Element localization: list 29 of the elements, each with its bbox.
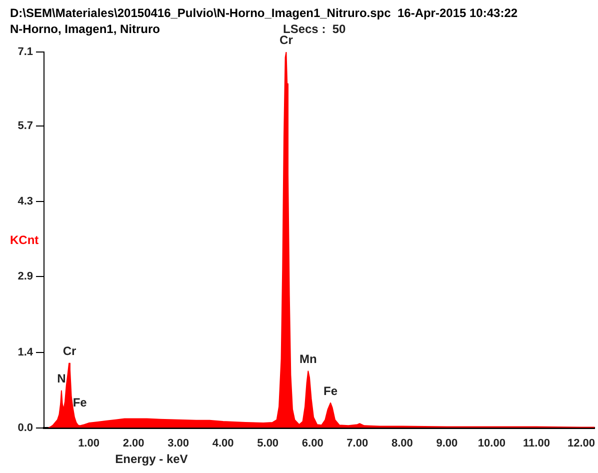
annotation: Fe: [324, 384, 338, 398]
y-tick-label: 7.1: [18, 46, 33, 58]
x-tick-label: 7.00: [346, 437, 368, 450]
x-tick-label: 8.00: [391, 437, 413, 450]
text: LSecs : 50: [283, 22, 346, 36]
chart-subtitle: N-Horno, Imagen1, Nitruro: [10, 22, 160, 36]
y-tick-label: 4.3: [18, 195, 33, 208]
x-tick-label: 6.00: [302, 437, 324, 450]
y-tick-label: 0.0: [18, 422, 33, 434]
x-tick-label: 5.00: [257, 437, 279, 450]
y-tick-label: 1.4: [18, 346, 34, 359]
x-axis-title: Energy - keV: [115, 452, 188, 466]
annotation: Cr: [280, 33, 294, 47]
x-tick-label: 12.00: [567, 437, 595, 450]
annotation: Cr: [62, 344, 77, 358]
chart-title: D:\SEM\Materiales\20150416_Pulvio\N-Horno_Imagen1_Nitruro.spc 16-Apr-2015 10:43:22: [10, 6, 518, 20]
x-tick-label: 11.00: [523, 437, 550, 450]
x-tick-label: 10.00: [478, 437, 506, 450]
x-tick-label: 3.00: [168, 437, 190, 450]
annotation: Fe: [72, 396, 88, 410]
x-tick-label: 1.00: [78, 437, 100, 450]
y-axis-title: KCnt: [10, 232, 39, 247]
y-tick-label: 2.9: [18, 270, 33, 282]
y-tick-label: 5.7: [18, 120, 33, 132]
x-tick-label: 9.00: [436, 437, 458, 450]
annotation: N: [57, 372, 66, 386]
x-tick-label: 2.00: [122, 437, 144, 450]
annotation: Mn: [299, 352, 317, 366]
x-tick-label: 4.00: [212, 437, 234, 450]
